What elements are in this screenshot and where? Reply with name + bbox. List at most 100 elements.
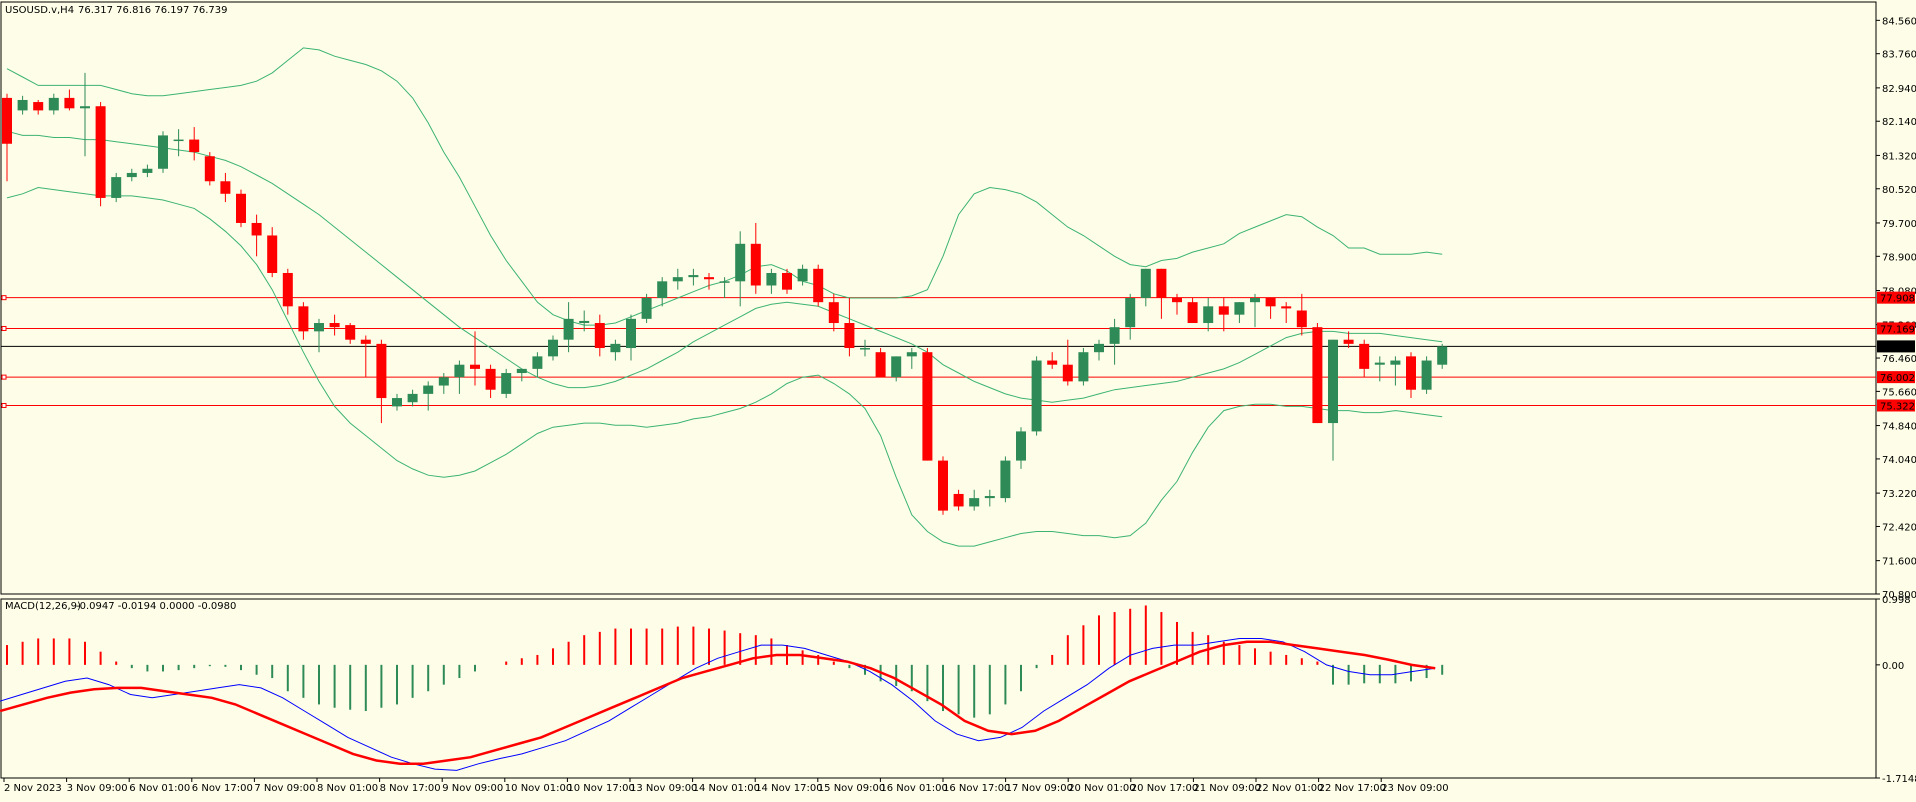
candle-bear xyxy=(922,352,933,461)
candle-bear xyxy=(1156,268,1167,298)
y-tick-label: 80.520 xyxy=(1882,185,1916,196)
candle-bear xyxy=(282,272,293,307)
candle-bull xyxy=(1031,360,1042,432)
candle-bull xyxy=(735,243,746,282)
candle-bull xyxy=(1250,298,1260,303)
candle-bull xyxy=(1140,268,1151,298)
x-tick-label: 6 Nov 17:00 xyxy=(192,783,253,794)
candle-bull xyxy=(532,356,543,369)
candle-bear xyxy=(1281,306,1292,309)
x-tick-label: 8 Nov 01:00 xyxy=(317,783,378,794)
candle-bull xyxy=(548,339,558,357)
candle-bull xyxy=(454,364,465,378)
candle-bull xyxy=(1125,298,1136,328)
candle-bull xyxy=(860,348,870,350)
price-tag-label: 77.908 xyxy=(1880,294,1915,305)
price-tag-label: 76.739 xyxy=(1880,342,1915,353)
candle-bull xyxy=(969,498,980,507)
candle-bull xyxy=(1437,346,1448,365)
x-tick-label: 13 Nov 09:00 xyxy=(630,783,697,794)
price-tag xyxy=(1877,371,1915,384)
macd-line xyxy=(0,638,1436,771)
y-tick-label: 84.560 xyxy=(1882,16,1916,27)
candle-bull xyxy=(158,135,168,169)
candle-bull xyxy=(1203,306,1214,324)
macd-pane-border xyxy=(0,598,1877,779)
candle-bull xyxy=(672,277,683,282)
candle-bull xyxy=(516,368,527,374)
bollinger-lower xyxy=(6,186,1443,547)
x-tick-label: 9 Nov 09:00 xyxy=(442,783,503,794)
candle-bear xyxy=(220,181,231,194)
x-tick-label: 22 Nov 01:00 xyxy=(1256,783,1323,794)
level-handle xyxy=(1,295,7,301)
candle-bull xyxy=(1094,343,1104,353)
candle-bull xyxy=(423,385,434,394)
candle-bull xyxy=(407,393,418,403)
candle-bull xyxy=(610,343,621,353)
candle-bear xyxy=(1343,339,1354,344)
y-tick-label: 83.760 xyxy=(1882,50,1916,61)
macd-y-tick-label: 0.00 xyxy=(1882,661,1904,672)
symbol-label: USOUSD.v,H4 xyxy=(5,5,74,16)
candle-bull xyxy=(314,323,324,332)
y-tick-label: 74.040 xyxy=(1882,455,1916,466)
candle-bear xyxy=(2,97,12,144)
price-tag xyxy=(1877,399,1915,412)
x-tick-label: 20 Nov 17:00 xyxy=(1131,783,1198,794)
y-tick-label: 73.220 xyxy=(1882,489,1916,500)
candle-bull xyxy=(719,281,730,283)
candle-bear xyxy=(267,235,278,273)
x-tick-label: 17 Nov 09:00 xyxy=(1006,783,1073,794)
candle-bear xyxy=(1312,327,1323,424)
candle-bear xyxy=(95,106,106,198)
y-tick-label: 74.840 xyxy=(1882,422,1916,433)
macd-label: MACD(12,26,9) xyxy=(5,601,81,612)
x-tick-label: 10 Nov 17:00 xyxy=(567,783,634,794)
candle-bear xyxy=(360,339,371,344)
candle-bear xyxy=(470,364,480,369)
level-handle xyxy=(1,402,7,408)
candle-bear xyxy=(1187,302,1198,324)
candle-bear xyxy=(750,243,761,286)
candle-bear xyxy=(938,460,948,511)
x-tick-label: 7 Nov 09:00 xyxy=(254,783,315,794)
candle-bull xyxy=(641,298,652,319)
candle-bear xyxy=(828,302,839,324)
candle-bear xyxy=(1296,310,1307,328)
candle-bear xyxy=(1265,298,1276,307)
y-tick-label: 71.600 xyxy=(1882,557,1916,568)
candle-bear xyxy=(844,323,855,349)
y-tick-label: 75.660 xyxy=(1882,387,1916,398)
x-tick-label: 6 Nov 01:00 xyxy=(129,783,190,794)
candle-bull xyxy=(657,281,668,298)
candle-bear xyxy=(298,306,309,332)
candle-bear xyxy=(1406,356,1416,390)
x-tick-label: 8 Nov 17:00 xyxy=(380,783,441,794)
candle-bear xyxy=(594,323,605,349)
candle-bull xyxy=(563,318,574,340)
macd-values-label: -0.0947 -0.0194 0.0000 -0.0980 xyxy=(76,601,236,612)
candle-bear xyxy=(1172,298,1182,303)
candle-bull xyxy=(626,318,636,349)
candle-bull xyxy=(797,268,808,282)
candle-bull xyxy=(111,177,122,198)
candle-bull xyxy=(891,356,902,378)
candle-bear xyxy=(813,268,824,303)
macd-y-tick-label: -1.7148 xyxy=(1882,774,1916,785)
candle-bull xyxy=(1109,327,1120,344)
candle-bear xyxy=(251,222,262,236)
candle-bear xyxy=(782,272,792,290)
candle-bull xyxy=(392,398,402,407)
candle-bear xyxy=(1359,343,1370,369)
x-tick-label: 10 Nov 01:00 xyxy=(505,783,572,794)
y-tick-label: 72.420 xyxy=(1882,522,1916,533)
candle-bull xyxy=(1000,460,1011,499)
bollinger-middle xyxy=(6,130,1443,403)
candle-bull xyxy=(1328,339,1338,424)
y-tick-label: 76.460 xyxy=(1882,354,1916,365)
candle-bull xyxy=(579,320,590,324)
candle-bull xyxy=(906,352,917,357)
price-tag-label: 76.002 xyxy=(1880,373,1915,384)
